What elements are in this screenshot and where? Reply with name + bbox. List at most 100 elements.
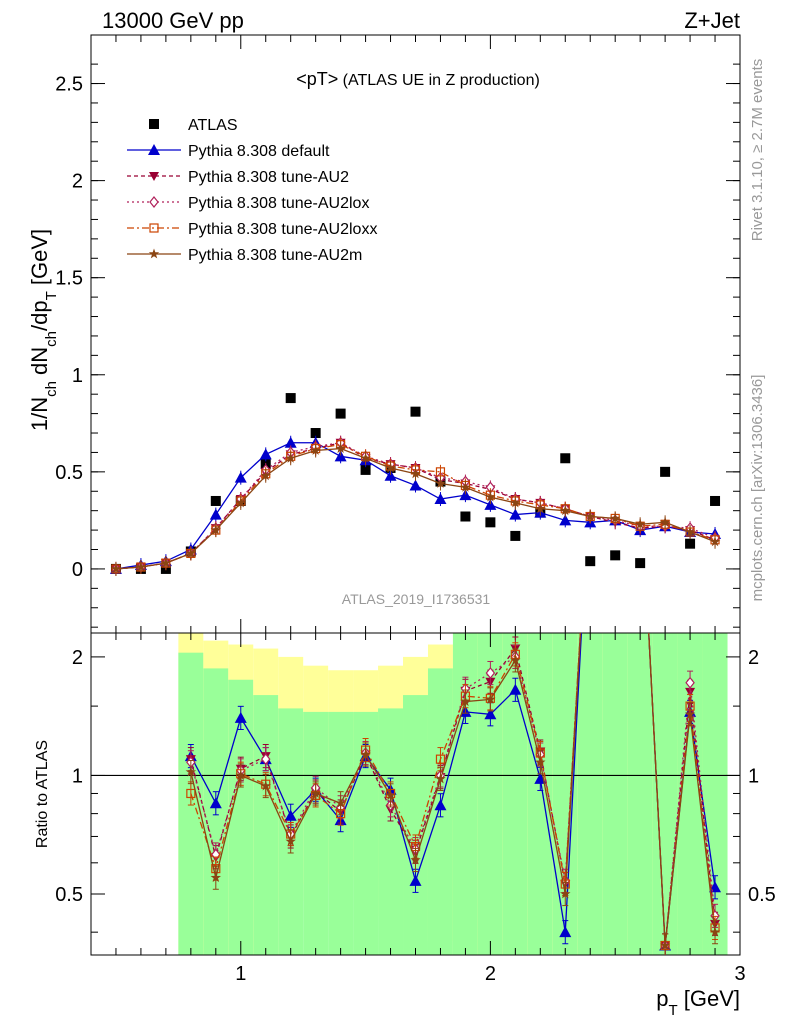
plot-title-sub: (ATLAS UE in Z production) (338, 72, 540, 89)
ratio-point-au2m (210, 872, 221, 883)
legend-item-au2lox: Pythia 8.308 tune-AU2lox (127, 195, 369, 212)
legend-item-au2m: Pythia 8.308 tune-AU2m (127, 247, 362, 264)
ratio-point-default (484, 708, 497, 720)
ratio-ytick-label-right: 1 (748, 765, 759, 787)
main-point-au2m (385, 462, 396, 473)
ratio-point-au2m (659, 940, 671, 950)
ratio-point-au2m (510, 654, 521, 665)
main-point-atlas (510, 530, 521, 541)
ratio-point-au2lox (485, 667, 496, 679)
legend-marker-au2loxx (149, 223, 159, 233)
main-point-au2m (285, 452, 296, 463)
legend-marker-au2lox (149, 196, 159, 208)
main-point-au2m (610, 512, 621, 523)
main-point-au2m (510, 497, 521, 508)
main-point-atlas (560, 453, 571, 464)
xlabel: pT [GeV] (656, 986, 740, 1019)
main-point-au2m (435, 478, 446, 488)
ratio-point-au2m (235, 770, 246, 780)
main-point-atlas (460, 511, 471, 522)
main-point-atlas (410, 406, 421, 417)
main-point-default (259, 448, 272, 460)
ratio-point-au2m (285, 835, 296, 846)
main-point-atlas (210, 495, 221, 506)
ratio-point-au2m (485, 693, 496, 704)
ratio-point-au2lox (260, 753, 271, 766)
main-point-au2m (135, 561, 147, 572)
ratio-ytick-label-right: 2 (748, 647, 759, 669)
main-point-default (434, 493, 447, 505)
band-green (253, 695, 279, 955)
header-left: 13000 GeV pp (102, 8, 244, 33)
ratio-point-au2m (435, 773, 446, 784)
legend-item-au2loxx: Pythia 8.308 tune-AU2loxx (127, 221, 377, 238)
ratio-point-default (559, 926, 572, 938)
ratio-point-default (434, 799, 447, 811)
main-point-atlas (610, 550, 621, 561)
legend-item-au2: Pythia 8.308 tune-AU2 (127, 169, 349, 186)
ratio-point-default (409, 874, 422, 886)
main-point-au2m (110, 563, 122, 574)
main-point-au2m (460, 481, 471, 492)
main-point-default (234, 471, 247, 483)
main-point-atlas (685, 538, 696, 549)
ratio-xtick-label: 1 (235, 963, 246, 985)
main-ytick-label: 2.5 (55, 74, 83, 96)
main-point-atlas (360, 464, 371, 475)
main-point-default (209, 508, 222, 520)
main-point-au2m (634, 518, 646, 529)
ratio-ytick-label: 0.5 (55, 884, 83, 906)
main-point-atlas (635, 558, 646, 569)
main-point-default (559, 514, 572, 526)
main-point-au2m (235, 497, 246, 508)
ratio-point-au2loxx (186, 788, 196, 799)
main-point-au2m (560, 505, 571, 516)
ratio-point-au2m (684, 708, 696, 719)
side-text-bottom: mcplots.cern.ch [arXiv:1306.3436] (749, 375, 766, 602)
ratio-point-default (284, 809, 297, 821)
legend-item-atlas: ATLAS (149, 117, 238, 134)
main-point-au2m (360, 452, 371, 463)
ratio-point-au2m (360, 749, 371, 759)
main-point-atlas (585, 556, 596, 567)
ratio-point-au2m (335, 797, 346, 808)
band-green (577, 633, 603, 955)
ratio-line-au2m (190, 633, 716, 946)
main-point-atlas (660, 466, 671, 477)
ratio-line-default (190, 633, 716, 946)
side-text-top: Rivet 3.1.10, ≥ 2.7M events (749, 59, 766, 242)
legend-label: Pythia 8.308 tune-AU2loxx (188, 221, 377, 238)
legend-label: Pythia 8.308 default (188, 143, 330, 160)
ratio-point-au2m (560, 888, 571, 899)
main-ytick-label: 1 (72, 365, 83, 387)
plot-title-main: <pT> (296, 69, 338, 89)
main-ytick-label: 0 (72, 559, 83, 581)
band-green (303, 711, 329, 955)
ratio-point-default (509, 683, 522, 695)
ratio-xtick-label: 2 (485, 963, 496, 985)
ratio-point-default (234, 711, 247, 723)
band-green (328, 711, 354, 955)
ratio-point-au2m (310, 788, 321, 798)
main-point-atlas (335, 408, 346, 419)
legend-marker-atlas (149, 119, 159, 129)
ratio-ylabel: Ratio to ATLAS (34, 740, 51, 848)
main-point-au2m (210, 524, 221, 535)
ratio-point-default (209, 797, 222, 809)
band-green (378, 708, 404, 955)
ratio-ytick-label: 2 (72, 647, 83, 669)
main-point-au2m (684, 526, 696, 537)
main-point-au2m (709, 536, 721, 547)
band-green (527, 633, 553, 955)
ratio-point-au2loxx (435, 754, 446, 764)
ratio-ytick-label: 1 (72, 765, 83, 787)
ratio-point-au2m (535, 756, 546, 767)
main-point-default (459, 489, 472, 501)
legend-marker-au2 (149, 172, 159, 181)
main-point-au2m (260, 470, 271, 481)
main-ylabel: 1/Nch dNch/dpT [GeV] (27, 229, 60, 431)
main-point-default (384, 469, 397, 481)
main-point-au2m (335, 443, 346, 453)
legend-marker-au2m (148, 248, 160, 259)
ratio-ytick-label-right: 0.5 (748, 884, 776, 906)
